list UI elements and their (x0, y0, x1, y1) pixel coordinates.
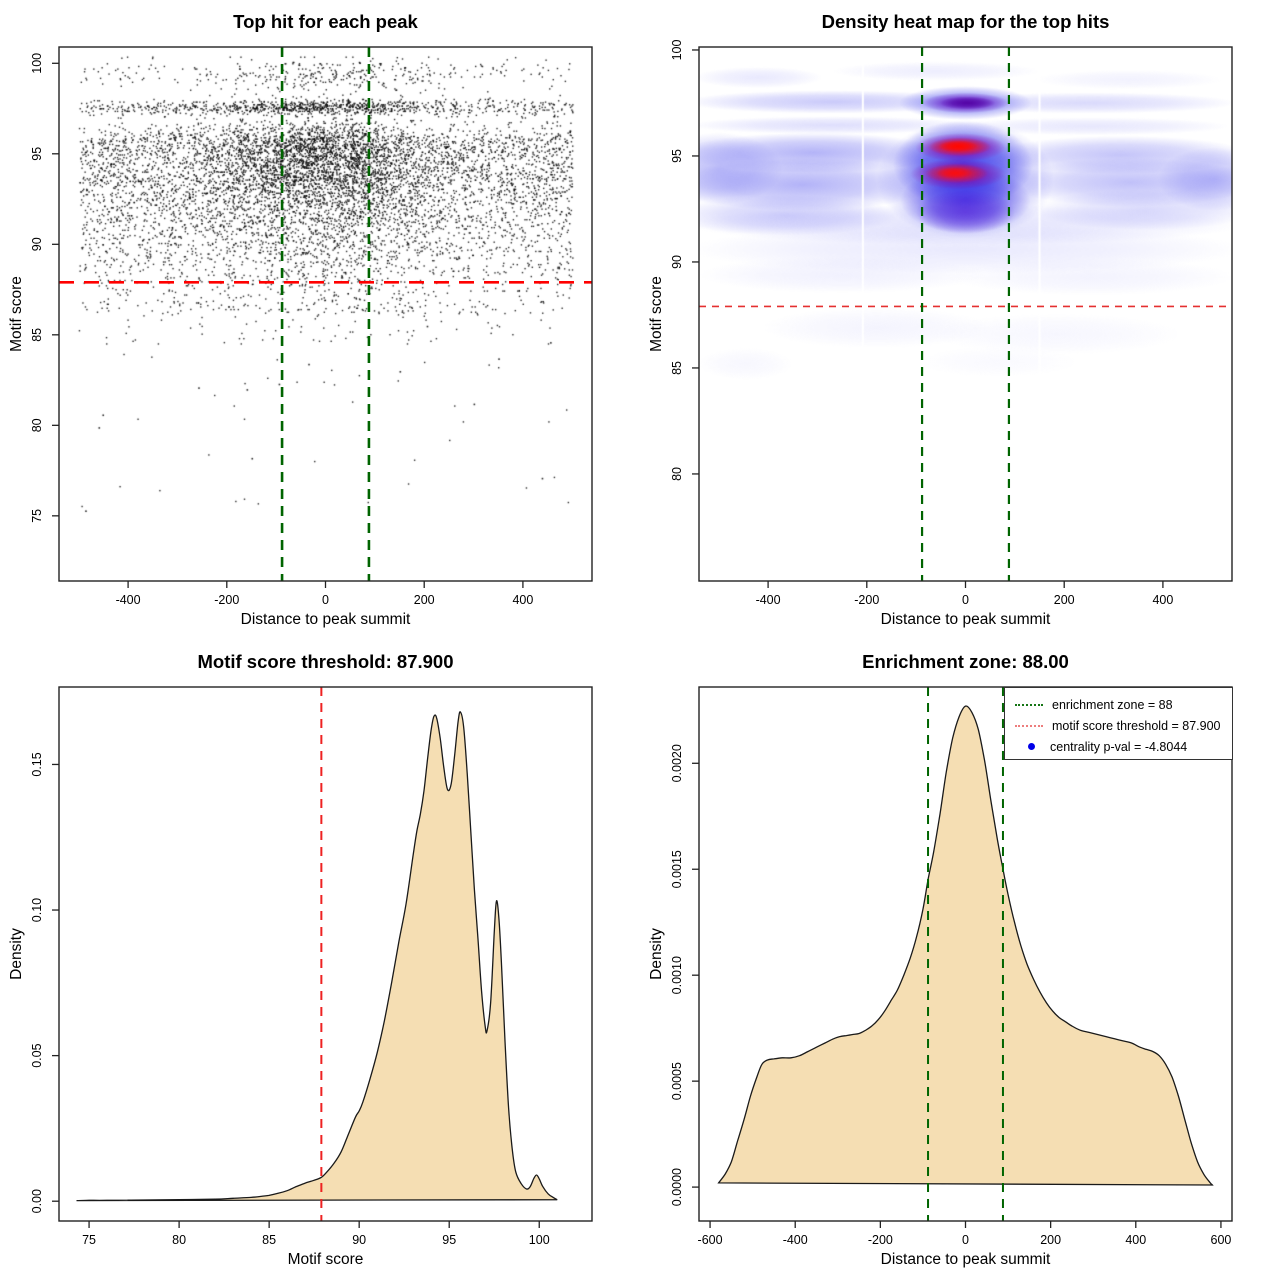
tick-label: 100 (30, 53, 44, 74)
legend-item-centrality-pval: centrality p-val = -4.8044 (1015, 736, 1232, 757)
tick-label: 80 (670, 467, 684, 481)
tick-label: -600 (698, 1233, 723, 1247)
x-axis-ticks: -400 -200 0 200 400 (756, 581, 1173, 607)
tick-label: 400 (1125, 1233, 1146, 1247)
tick-label: 0.10 (30, 898, 44, 922)
page-title: Enrichment zone: 88.00 (862, 651, 1069, 672)
legend-label: motif score threshold = 87.900 (1052, 718, 1221, 733)
tick-label: 0.0010 (670, 956, 684, 994)
tick-label: 200 (1054, 593, 1075, 607)
y-axis-ticks: 80 85 90 95 100 (670, 39, 699, 481)
tick-label: 200 (1040, 1233, 1061, 1247)
tick-label: 85 (262, 1233, 276, 1247)
tick-label: 400 (512, 593, 533, 607)
tick-label: -200 (854, 593, 879, 607)
tick-label: 90 (30, 237, 44, 251)
plot-box (58, 46, 593, 582)
y-axis-title: Density (648, 928, 665, 980)
green-dotted-line-icon (1015, 703, 1043, 706)
legend-item-motif-threshold: motif score threshold = 87.900 (1015, 715, 1232, 736)
x-axis-title: Distance to peak summit (880, 611, 1051, 628)
legend: enrichment zone = 88 motif score thresho… (1004, 687, 1233, 760)
plot-box (58, 686, 593, 1222)
tick-label: 0.15 (30, 752, 44, 776)
x-axis-ticks: -600 -400 -200 0 200 400 600 (698, 1221, 1232, 1247)
red-dotted-line-icon (1015, 724, 1043, 727)
tick-label: 0.0000 (670, 1168, 684, 1206)
tick-label: 0.00 (30, 1189, 44, 1213)
tick-label: 75 (82, 1233, 96, 1247)
tick-label: 75 (30, 509, 44, 523)
tick-label: 100 (529, 1233, 550, 1247)
score-density-canvas (0, 640, 640, 1280)
x-axis-title: Motif score (287, 1251, 364, 1268)
y-axis-title: Motif score (648, 276, 665, 352)
tick-label: 0 (962, 1233, 969, 1247)
tick-label: 0.0005 (670, 1062, 684, 1100)
heatmap-axes-svg: -400 -200 0 200 400 80 85 90 95 100 (670, 39, 1233, 607)
tick-label: 0 (962, 593, 969, 607)
tick-label: 95 (30, 147, 44, 161)
score-density-svg: 75 80 85 90 95 100 0.00 0.05 0.10 0.15 (30, 686, 593, 1247)
tick-label: 400 (1152, 593, 1173, 607)
y-axis-ticks: 0.0000 0.0005 0.0010 0.0015 0.0020 (670, 744, 699, 1206)
tick-label: 0 (322, 593, 329, 607)
scatter-axes-svg: -400 -200 0 200 400 75 80 85 90 95 100 (30, 46, 593, 607)
tick-label: 200 (414, 593, 435, 607)
panel-motif-score-density: 75 80 85 90 95 100 0.00 0.05 0.10 0.15 Motif scor… (0, 640, 640, 1280)
tick-label: 85 (670, 361, 684, 375)
legend-label: enrichment zone = 88 (1052, 697, 1173, 712)
y-axis-title: Density (8, 928, 25, 980)
panel-top-hits-scatter: -400 -200 0 200 400 75 80 85 90 95 100 Top hit for… (0, 0, 640, 640)
x-axis-ticks: -400 -200 0 200 400 (116, 581, 533, 607)
tick-label: 95 (442, 1233, 456, 1247)
heatmap-canvas (640, 0, 1280, 640)
tick-label: -400 (116, 593, 141, 607)
legend-label: centrality p-val = -4.8044 (1050, 739, 1188, 754)
distance-density-svg: -600 -400 -200 0 200 400 600 0.0000 0.0005 0.0010… (670, 686, 1233, 1247)
x-axis-title: Distance to peak summit (240, 611, 411, 628)
y-axis-ticks: 75 80 85 90 95 100 (30, 53, 59, 523)
density-curve (76, 711, 558, 1202)
page-title: Top hit for each peak (233, 11, 418, 32)
y-axis-title: Motif score (8, 276, 25, 352)
tick-label: 0.05 (30, 1043, 44, 1067)
x-axis-title: Distance to peak summit (880, 1251, 1051, 1268)
tick-label: 85 (30, 328, 44, 342)
tick-label: 0.0020 (670, 744, 684, 782)
x-axis-ticks: 75 80 85 90 95 100 (82, 1221, 550, 1247)
tick-label: 90 (352, 1233, 366, 1247)
tick-label: -200 (214, 593, 239, 607)
legend-item-enrichment-zone: enrichment zone = 88 (1015, 694, 1232, 715)
tick-label: -200 (868, 1233, 893, 1247)
tick-label: 0.0015 (670, 850, 684, 888)
page-title: Density heat map for the top hits (821, 11, 1110, 32)
tick-label: -400 (783, 1233, 808, 1247)
tick-label: 600 (1211, 1233, 1232, 1247)
y-axis-ticks: 0.00 0.05 0.10 0.15 (30, 752, 59, 1213)
tick-label: 90 (670, 255, 684, 269)
page-title: Motif score threshold: 87.900 (197, 651, 454, 672)
panel-density-heatmap: -400 -200 0 200 400 80 85 90 95 100 Density heat … (640, 0, 1280, 640)
tick-label: 80 (30, 418, 44, 432)
tick-label: 80 (172, 1233, 186, 1247)
scatter-canvas (0, 0, 640, 640)
tick-label: 95 (670, 149, 684, 163)
density-curve (717, 705, 1214, 1186)
panel-distance-density: -600 -400 -200 0 200 400 600 0.0000 0.0005 0.0010… (640, 640, 1280, 1280)
tick-label: 100 (670, 39, 684, 60)
tick-label: -400 (756, 593, 781, 607)
blue-dot-icon (1028, 743, 1035, 750)
plot-box (698, 46, 1233, 582)
